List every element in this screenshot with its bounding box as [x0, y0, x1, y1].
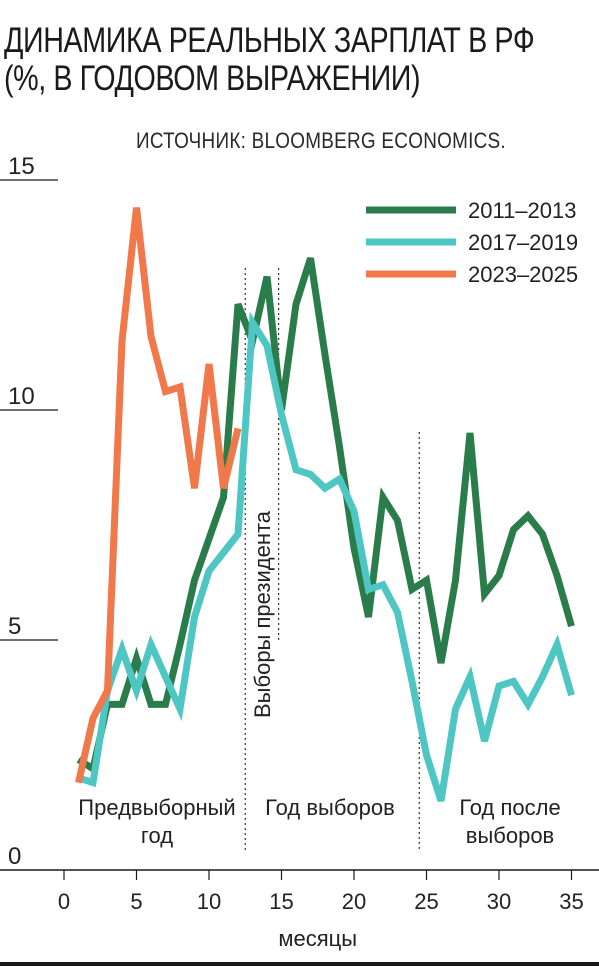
- period-label-post: Год после: [459, 795, 560, 820]
- x-tick-label: 20: [342, 889, 366, 914]
- legend-label: 2011–2013: [468, 198, 577, 223]
- x-tick-label: 5: [130, 889, 142, 914]
- chart-source: ИСТОЧНИК: BLOOMBERG ECONOMICS.: [136, 128, 506, 153]
- x-tick-label: 25: [414, 889, 438, 914]
- annotations: Выборы президента Предвыборный год Год выбо…: [78, 510, 560, 848]
- y-tick-label: 0: [8, 843, 21, 870]
- x-tick-label: 0: [58, 889, 70, 914]
- legend-label: 2023–2025: [468, 262, 578, 287]
- bottom-rule: [0, 962, 599, 966]
- series-line-2: [77, 311, 575, 803]
- series-lines: [75, 207, 575, 803]
- y-tick-label: 5: [8, 613, 21, 640]
- title-line-2: (%, В ГОДОВОМ ВЫРАЖЕНИИ): [4, 59, 421, 98]
- y-tick-label: 10: [8, 383, 35, 410]
- axes: 0 5 10 15 20 25 30 35 месяцы 0 5 10 15: [0, 153, 599, 951]
- x-tick-label: 10: [197, 889, 221, 914]
- period-label-pre: год: [141, 823, 173, 848]
- series-line-3: [75, 207, 242, 784]
- x-tick-label: 15: [269, 889, 293, 914]
- period-label-pre: Предвыборный: [78, 795, 235, 820]
- title-line-1: ДИНАМИКА РЕАЛЬНЫХ ЗАРПЛАТ В РФ: [4, 21, 535, 60]
- y-tick-label: 15: [8, 153, 35, 180]
- chart-title: ДИНАМИКА РЕАЛЬНЫХ ЗАРПЛАТ В РФ (%, В ГОД…: [4, 21, 535, 98]
- x-tick-label: 35: [559, 889, 583, 914]
- vertical-markers: [244, 268, 420, 850]
- x-axis-label: месяцы: [278, 926, 357, 951]
- period-label-post: выборов: [466, 823, 555, 848]
- legend: 2011–2013 2017–2019 2023–2025: [366, 198, 578, 287]
- series-line-1: [76, 257, 575, 775]
- election-label: Выборы президента: [250, 510, 275, 718]
- period-label-election: Год выборов: [265, 795, 395, 820]
- legend-label: 2017–2019: [468, 230, 578, 255]
- x-tick-label: 30: [487, 889, 511, 914]
